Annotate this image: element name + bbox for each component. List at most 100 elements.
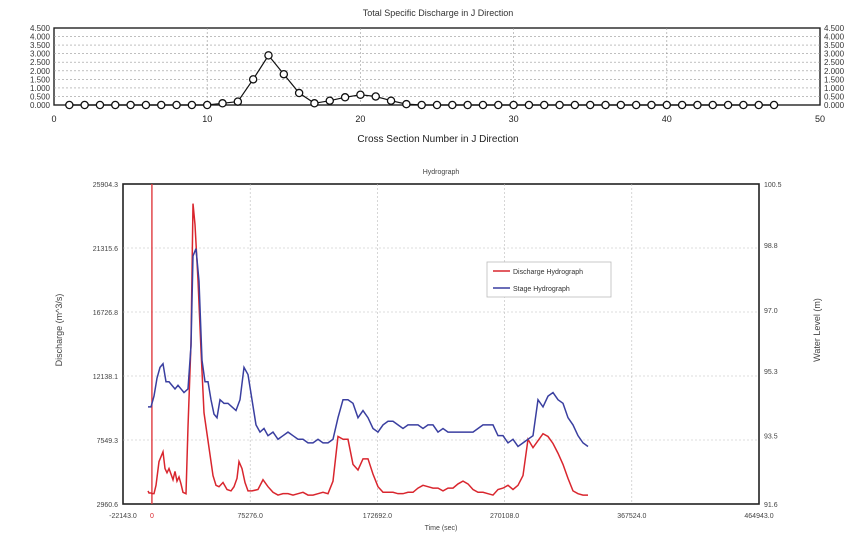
top-y-tick-label-right: 0.000 [824,101,845,110]
top-series-point [524,100,534,110]
hydrograph-y-tick-label: 2960.6 [97,502,119,509]
specific-discharge-chart: Total Specific Discharge in J Direction … [30,8,845,145]
top-y-tick-label-right: 4.500 [824,24,845,33]
hydrograph-y-tick-label-right: 91.6 [764,502,778,509]
top-x-tick-label: 30 [509,114,519,124]
top-series-point [172,100,181,110]
top-series-point [80,100,89,110]
hydrograph-x-tick-label: 464943.0 [744,513,773,520]
top-series-point [601,100,610,110]
top-series-point [356,90,365,99]
top-y-ticks-left: 0.0000.5001.0001.5002.0002.5003.0003.500… [30,24,51,110]
top-series-point [616,100,626,110]
hydrograph-grid [123,184,759,504]
top-series-point [631,100,641,110]
hydrograph-y-tick-label: 25904.3 [93,182,118,189]
top-y-tick-label-right: 1.500 [824,75,845,84]
top-y-tick-label: 1.500 [30,75,51,84]
top-series-point [432,100,442,110]
top-series-point [754,100,763,110]
top-series-point [310,99,319,108]
hydrograph-y-tick-label: 21315.6 [93,246,118,253]
top-series-point [218,99,227,108]
top-y-tick-label-right: 4.000 [824,33,845,42]
top-series-point [677,100,687,110]
top-y-tick-label: 1.000 [30,84,51,93]
top-series-point [539,100,549,110]
top-x-ticks: 0 10 20 30 40 50 [51,114,825,124]
hydrograph-x-tick-label: -22143.0 [109,513,137,520]
hydrograph-y-tick-label-right: 98.8 [764,243,778,250]
hydrograph-x-axis-label: Time (sec) [425,525,458,532]
hydrograph-x-tick-label: 367524.0 [617,513,646,520]
top-series-point [126,100,135,110]
top-series-point [509,100,518,110]
top-series [65,51,779,110]
top-x-axis-label: Cross Section Number in J Direction [357,134,518,145]
top-series-point [570,100,580,110]
top-y-tick-label: 0.000 [30,101,51,110]
top-y-tick-label: 4.000 [30,33,51,42]
hydrograph-y-tick-label-right: 100.5 [764,182,782,189]
top-series-point [662,100,672,110]
legend-stage-label: Stage Hydrograph [513,286,570,293]
top-series-point [111,100,120,110]
hydrograph-y-axis-label-right: Water Level (m) [812,298,822,362]
hydrograph-x-tick-label: 172692.0 [363,513,392,520]
top-plot-frame [53,27,821,106]
top-series-point [693,100,702,110]
top-x-tick-label: 20 [355,114,365,124]
hydrograph-y-tick-label-right: 93.5 [764,434,778,441]
hydrograph-x-ticks: -22143.0 0 75276.0 172692.0 270108.0 367524.0… [109,513,774,520]
top-x-tick-label: 10 [202,114,212,124]
top-y-tick-label: 0.500 [30,92,51,101]
top-series-point [494,100,503,110]
top-y-tick-label: 3.500 [30,41,51,50]
hydrograph-y-tick-label-right: 95.3 [764,369,778,376]
top-series-point [417,100,426,110]
top-series-point [555,100,564,110]
hydrograph-y-tick-label: 7549.3 [97,438,119,445]
top-series-point [325,96,335,105]
top-series-point [233,97,243,106]
hydrograph-y-axis-label-left: Discharge (m^3/s) [54,294,64,367]
top-series-point [371,92,380,101]
top-series-point [402,99,411,109]
top-series-point [478,100,488,110]
legend-discharge-label: Discharge Hydrograph [513,269,583,276]
top-y-tick-label: 3.000 [30,50,51,59]
discharge-hydrograph-line [147,203,588,496]
hydrograph-chart: Hydrograph 2960.6 7549.3 12138.1 16726.8 213… [54,169,822,532]
top-series-point [585,100,595,110]
top-y-tick-label-right: 1.000 [824,84,845,93]
top-y-ticks-right: 0.0000.5001.0001.5002.0002.5003.0003.500… [824,24,845,110]
top-series-point [386,96,396,105]
stage-hydrograph-line [148,248,589,448]
top-series-point [739,100,748,110]
legend-box [486,261,612,298]
hydrograph-x-tick-label: 0 [150,513,154,520]
top-series-point [65,100,74,110]
top-series-point [708,100,718,110]
top-y-tick-label-right: 0.500 [824,92,845,101]
hydrograph-y-ticks-left: 2960.6 7549.3 12138.1 16726.8 21315.6 25904.3 [93,182,118,509]
top-y-tick-label: 2.000 [30,67,51,76]
top-series-point [448,100,457,110]
top-y-tick-label-right: 3.500 [824,41,845,50]
top-series-point [187,100,197,110]
hydrograph-y-tick-label: 16726.8 [93,310,118,317]
top-x-tick-label: 0 [51,114,56,124]
top-series-point [248,75,258,84]
top-x-tick-label: 50 [815,114,825,124]
top-series-point [264,51,273,60]
top-series-point [156,100,166,110]
top-series-point [294,88,304,98]
hydrograph-y-ticks-right: 91.6 93.5 95.3 97.0 98.8 100.5 [764,182,782,509]
top-series-point [463,100,472,110]
top-series-point [279,69,289,79]
top-y-tick-label-right: 2.000 [824,67,845,76]
top-series-point [202,100,212,110]
top-series-point [647,100,656,110]
hydrograph-x-tick-label: 75276.0 [238,513,263,520]
